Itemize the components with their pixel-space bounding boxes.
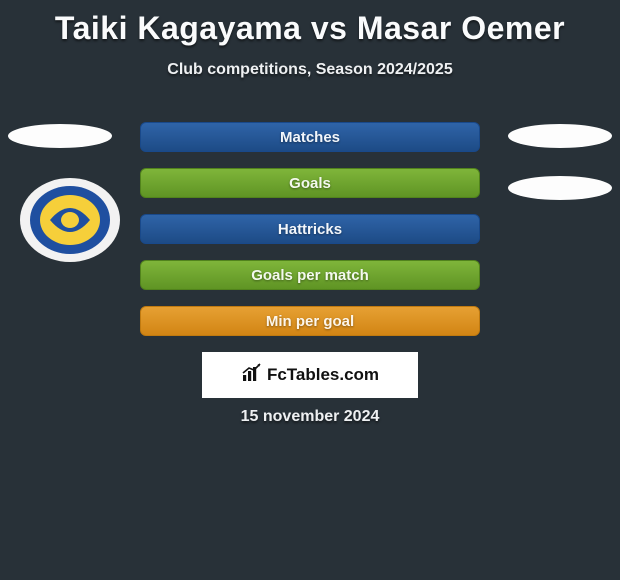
stat-bar: Goals — [140, 168, 480, 198]
brand-chart-icon — [241, 362, 263, 389]
right-value-pill — [508, 124, 612, 148]
page-subtitle: Club competitions, Season 2024/2025 — [0, 61, 620, 79]
stat-bar: Matches — [140, 122, 480, 152]
brand-text: FcTables.com — [267, 365, 379, 385]
snapshot-date: 15 november 2024 — [0, 408, 620, 426]
brand-box: FcTables.com — [202, 352, 418, 398]
stat-bar: Hattricks — [140, 214, 480, 244]
right-value-pill — [508, 176, 612, 200]
stat-row: Goals per match — [0, 260, 620, 290]
left-value-pill — [8, 124, 112, 148]
page-title: Taiki Kagayama vs Masar Oemer — [0, 0, 620, 47]
stat-bar: Goals per match — [140, 260, 480, 290]
stat-bar: Min per goal — [140, 306, 480, 336]
stat-row: Matches — [0, 122, 620, 152]
stat-row: Min per goal — [0, 306, 620, 336]
club-badge — [20, 178, 120, 262]
